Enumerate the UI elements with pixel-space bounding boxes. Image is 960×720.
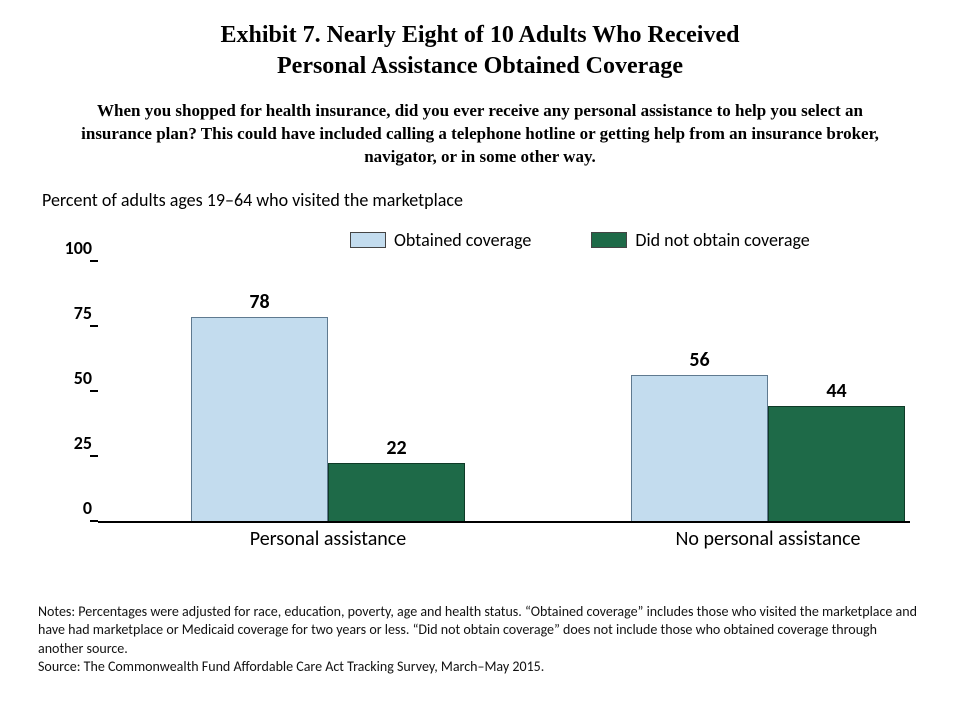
source-text: Source: The Commonwealth Fund Affordable…	[38, 658, 544, 675]
legend-label: Did not obtain coverage	[635, 229, 809, 251]
y-tick-label: 50	[74, 367, 92, 389]
y-tick-label: 75	[74, 302, 92, 324]
y-tick-label: 25	[74, 432, 92, 454]
tick-mark	[90, 260, 98, 262]
axis-description: Percent of adults ages 19–64 who visited…	[42, 189, 930, 211]
bar-not-obtained: 44	[768, 406, 905, 521]
bar-group-personal: 78 22 Personal assistance	[178, 317, 478, 521]
legend-swatch	[591, 232, 627, 248]
bar-value-label: 78	[192, 290, 327, 314]
bar-chart: Obtained coverage Did not obtain coverag…	[40, 221, 920, 561]
legend-label: Obtained coverage	[394, 229, 531, 251]
notes-text: Notes: Percentages were adjusted for rac…	[38, 603, 917, 656]
slide-title: Exhibit 7. Nearly Eight of 10 Adults Who…	[70, 20, 890, 82]
bar-value-label: 44	[769, 379, 904, 403]
tick-mark	[90, 455, 98, 457]
bar-obtained: 78	[191, 317, 328, 521]
chart-slide: Exhibit 7. Nearly Eight of 10 Adults Who…	[0, 0, 960, 720]
bar-obtained: 56	[631, 375, 768, 522]
y-tick-label: 0	[83, 497, 92, 519]
survey-question: When you shopped for health insurance, d…	[60, 100, 900, 169]
y-tick-label: 100	[65, 237, 92, 259]
legend-item-obtained: Obtained coverage	[350, 229, 531, 251]
tick-mark	[90, 390, 98, 392]
bar-not-obtained: 22	[328, 463, 465, 521]
bar-value-label: 56	[632, 348, 767, 372]
legend-item-not-obtained: Did not obtain coverage	[591, 229, 809, 251]
tick-mark	[90, 520, 98, 522]
bar-value-label: 22	[329, 436, 464, 460]
tick-mark	[90, 325, 98, 327]
bar-group-no-personal: 56 44 No personal assistance	[618, 375, 918, 522]
footnotes: Notes: Percentages were adjusted for rac…	[38, 603, 922, 676]
title-line-1: Exhibit 7. Nearly Eight of 10 Adults Who…	[221, 22, 740, 48]
category-label: Personal assistance	[178, 521, 478, 551]
title-line-2: Personal Assistance Obtained Coverage	[277, 53, 683, 79]
plot-area: 78 22 Personal assistance 56 44 No perso…	[98, 261, 910, 523]
legend: Obtained coverage Did not obtain coverag…	[350, 229, 810, 251]
legend-swatch	[350, 232, 386, 248]
category-label: No personal assistance	[618, 521, 918, 551]
